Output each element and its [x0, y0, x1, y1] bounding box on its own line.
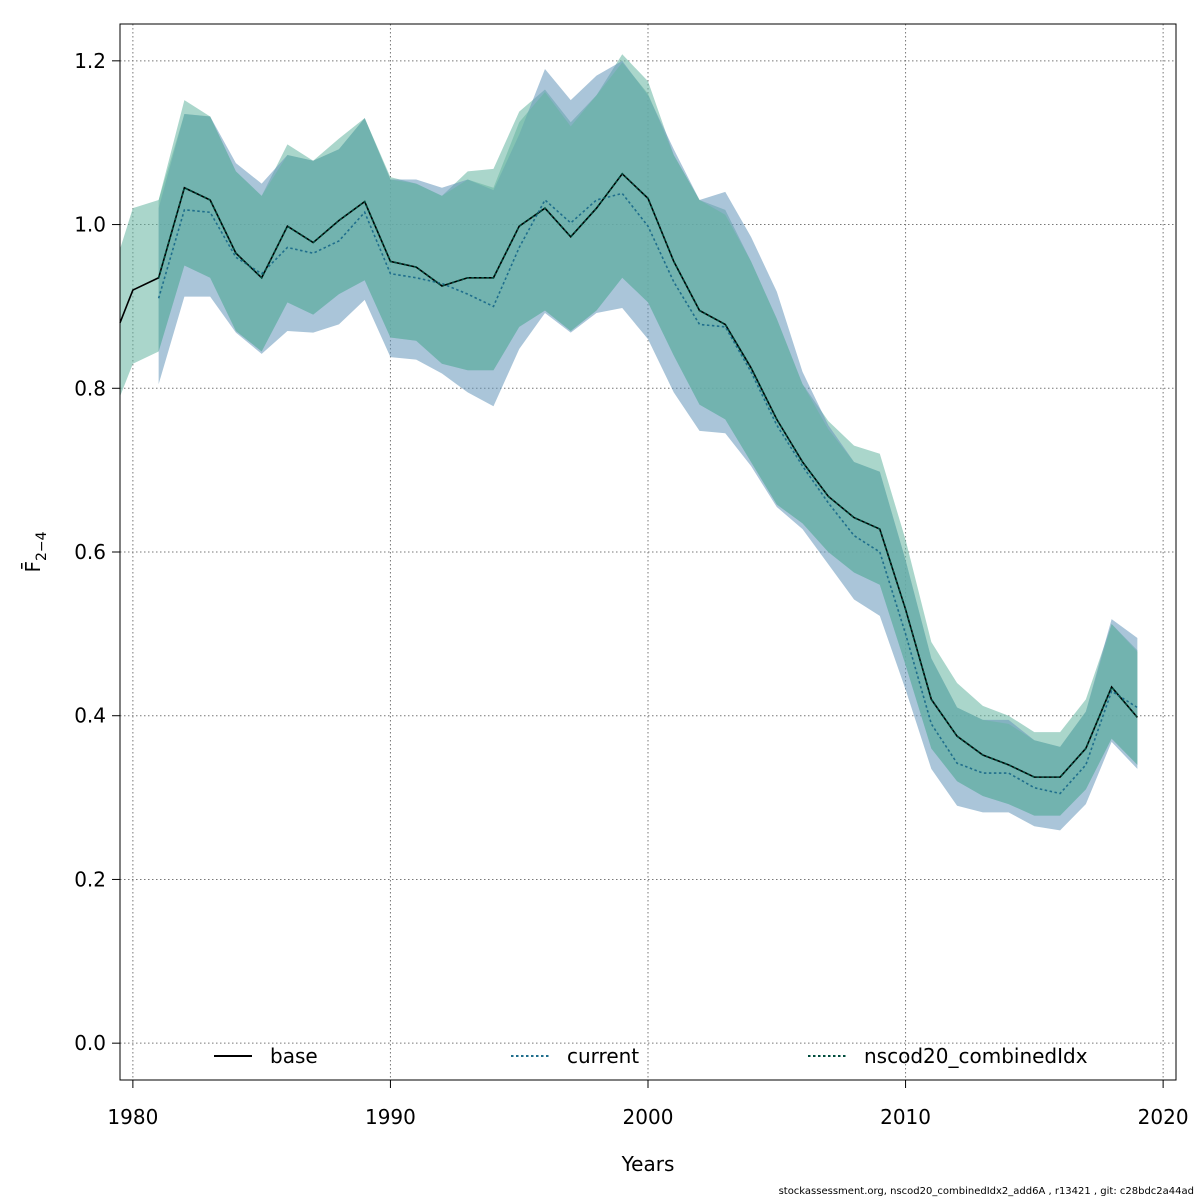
series-line-current: [157, 192, 1138, 795]
series-line-nscod20_combinedIdx: [157, 172, 1138, 778]
x-tick-label: 1980: [107, 1105, 158, 1129]
x-axis-label: Years: [621, 1152, 675, 1176]
y-tick-label: 0.0: [74, 1031, 106, 1055]
legend-label-base: base: [270, 1044, 318, 1068]
legend-label-nscod20_combinedIdx: nscod20_combinedIdx: [864, 1044, 1088, 1068]
x-tick-label: 1990: [365, 1105, 416, 1129]
x-tick-label: 2000: [623, 1105, 674, 1129]
y-tick-label: 0.6: [74, 540, 106, 564]
y-tick-label: 1.2: [74, 49, 106, 73]
y-axis-label: F̄2−4: [20, 531, 50, 572]
legend-label-current: current: [567, 1044, 639, 1068]
legend-layer: base current nscod20_combinedIdx: [214, 1044, 1088, 1068]
footer-note: stockassessment.org, nscod20_combinedIdx…: [778, 1186, 1194, 1197]
y-tick-label: 1.0: [74, 213, 106, 237]
y-tick-label: 0.8: [74, 376, 106, 400]
y-tick-label: 0.4: [74, 704, 106, 728]
y-axis-label-main: F̄: [20, 561, 45, 573]
x-tick-label: 2020: [1138, 1105, 1189, 1129]
y-tick-label: 0.2: [74, 867, 106, 891]
line-layer: [119, 172, 1138, 795]
x-tick-label: 2010: [880, 1105, 931, 1129]
axis-layer: 1980 1990 2000 2010 2020 0.0 0.2 0.4 0.6 0.8 1.0 1.…: [74, 49, 1188, 1129]
band-layer: [120, 54, 1138, 831]
confidence-band-nscod20_combinedIdx: [158, 62, 1138, 816]
y-axis-label-subscript: 2−4: [34, 531, 50, 561]
